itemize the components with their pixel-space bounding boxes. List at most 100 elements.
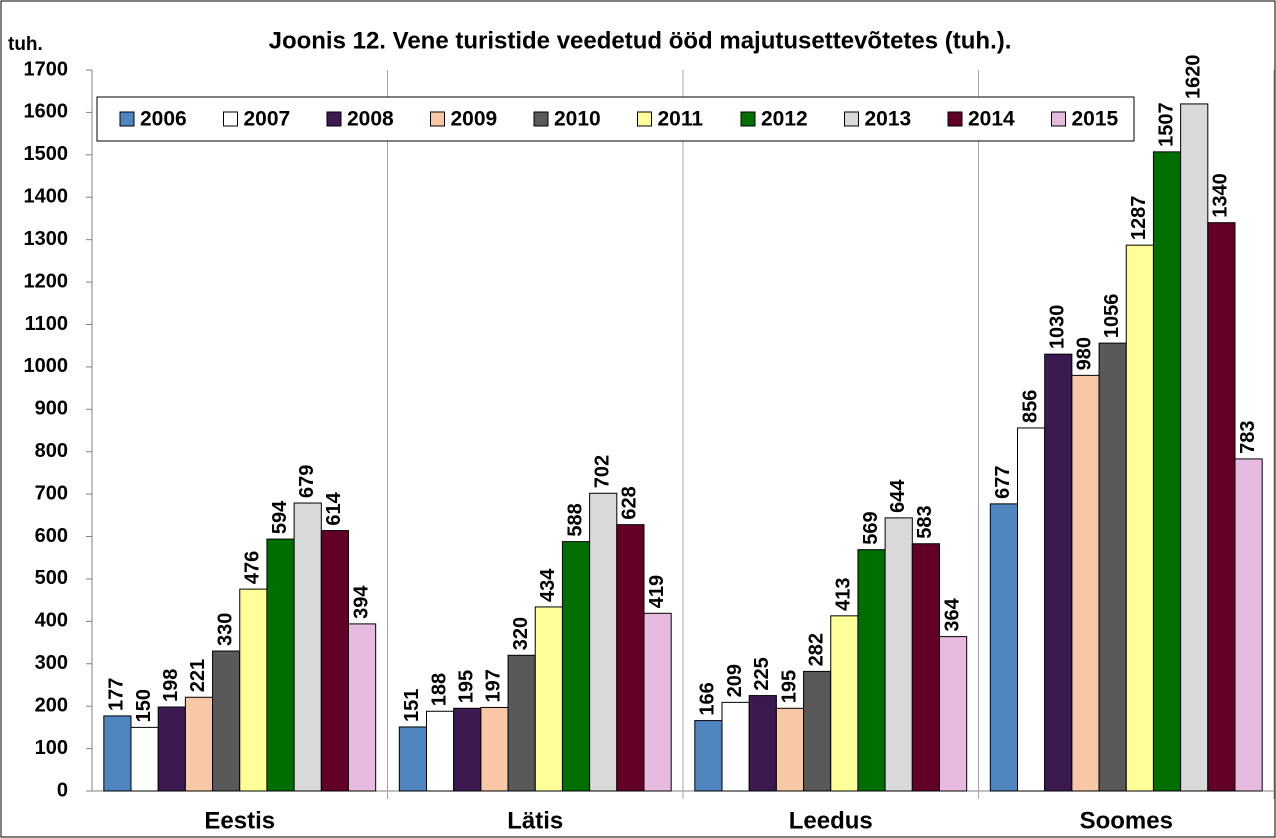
data-label: 434 [537,568,559,602]
data-label: 856 [1019,390,1041,423]
y-tick-label: 1400 [24,186,69,208]
data-label: 330 [214,613,236,646]
data-label: 679 [296,465,318,498]
data-label: 320 [510,617,532,650]
data-label: 195 [456,670,478,703]
data-label: 151 [401,689,423,722]
y-tick-label: 900 [35,398,68,420]
bar [616,524,645,792]
data-label: 1507 [1155,102,1177,147]
data-label: 1056 [1101,294,1123,339]
data-label: 209 [724,664,746,697]
data-label: 583 [914,505,936,538]
x-tick-label: Leedus [789,807,873,834]
bar [1180,103,1209,792]
data-label: 980 [1074,337,1096,370]
bar [293,502,322,792]
bar [184,696,214,792]
legend-swatch [844,111,859,127]
bar [480,706,509,792]
bar [398,726,428,792]
legend-swatch [1051,111,1066,127]
bar [507,654,536,792]
x-tick-label: Soomes [1080,807,1173,834]
legend-label: 2006 [140,108,187,131]
legend-label: 2008 [347,108,394,131]
legend-swatch [326,111,342,127]
bar [453,707,482,792]
bar [884,517,913,792]
data-label: 702 [591,455,613,488]
legend-label: 2013 [865,108,912,131]
legend-swatch [947,111,963,127]
data-label: 394 [350,585,372,619]
bar [1234,458,1263,792]
bar [1152,151,1182,792]
y-tick-label: 0 [57,779,68,801]
data-label: 1287 [1128,196,1150,241]
legend-swatch [533,111,549,127]
bar [1098,342,1127,792]
chart-title: Joonis 12. Vene turistide veedetud ööd m… [269,27,1012,54]
bar [803,670,832,792]
y-tick-label: 1500 [24,143,69,165]
x-tick-label: Eestis [204,807,275,834]
data-label: 1620 [1182,54,1204,99]
data-label: 1030 [1047,305,1069,350]
data-label: 282 [805,633,827,666]
legend-label: 2012 [761,108,808,131]
bar [130,726,159,792]
bar [989,503,1019,792]
y-tick-label: 500 [35,567,68,589]
y-tick-label: 800 [35,440,68,462]
y-tick-label: 1100 [25,313,68,335]
data-label: 419 [646,575,668,608]
legend-label: 2009 [451,108,498,131]
legend-label: 2010 [554,108,601,131]
legend-swatch [637,111,652,127]
y-tick-label: 400 [35,610,68,632]
data-label: 1340 [1210,173,1232,218]
data-label: 188 [428,673,450,706]
y-tick-label: 100 [35,737,68,759]
y-axis-label: tuh. [8,34,43,55]
data-label: 677 [992,465,1014,498]
data-label: 225 [751,657,773,690]
bar [748,695,777,792]
bar [938,636,968,792]
y-tick-label: 200 [35,694,68,716]
legend-label: 2007 [244,108,291,131]
bar [775,707,805,792]
bar [1071,374,1100,792]
data-label: 783 [1237,421,1259,454]
data-label: 198 [160,669,182,702]
y-tick-label: 1600 [24,101,69,123]
bar [1125,244,1154,792]
bar [830,615,859,792]
legend-label: 2014 [968,108,1015,131]
y-tick-label: 1700 [24,58,69,80]
data-label: 221 [187,659,209,692]
bar [1207,222,1236,792]
bar [103,715,132,792]
bar [239,588,268,792]
bar [721,701,750,792]
y-tick-label: 300 [35,652,68,674]
bar [157,706,186,792]
data-label: 644 [887,479,909,513]
data-label: 150 [133,689,155,722]
data-label: 413 [833,577,855,610]
data-label: 628 [619,486,641,519]
bar [1017,427,1046,792]
bar [534,606,563,792]
bar [857,549,886,792]
data-label: 569 [860,511,882,544]
legend-swatch [119,111,135,127]
legend-swatch [740,111,756,127]
y-tick-label: 1200 [24,270,69,292]
bar [589,492,618,792]
x-tick-label: Lätis [507,807,563,834]
data-label: 166 [697,682,719,715]
y-tick-label: 1000 [24,355,69,377]
